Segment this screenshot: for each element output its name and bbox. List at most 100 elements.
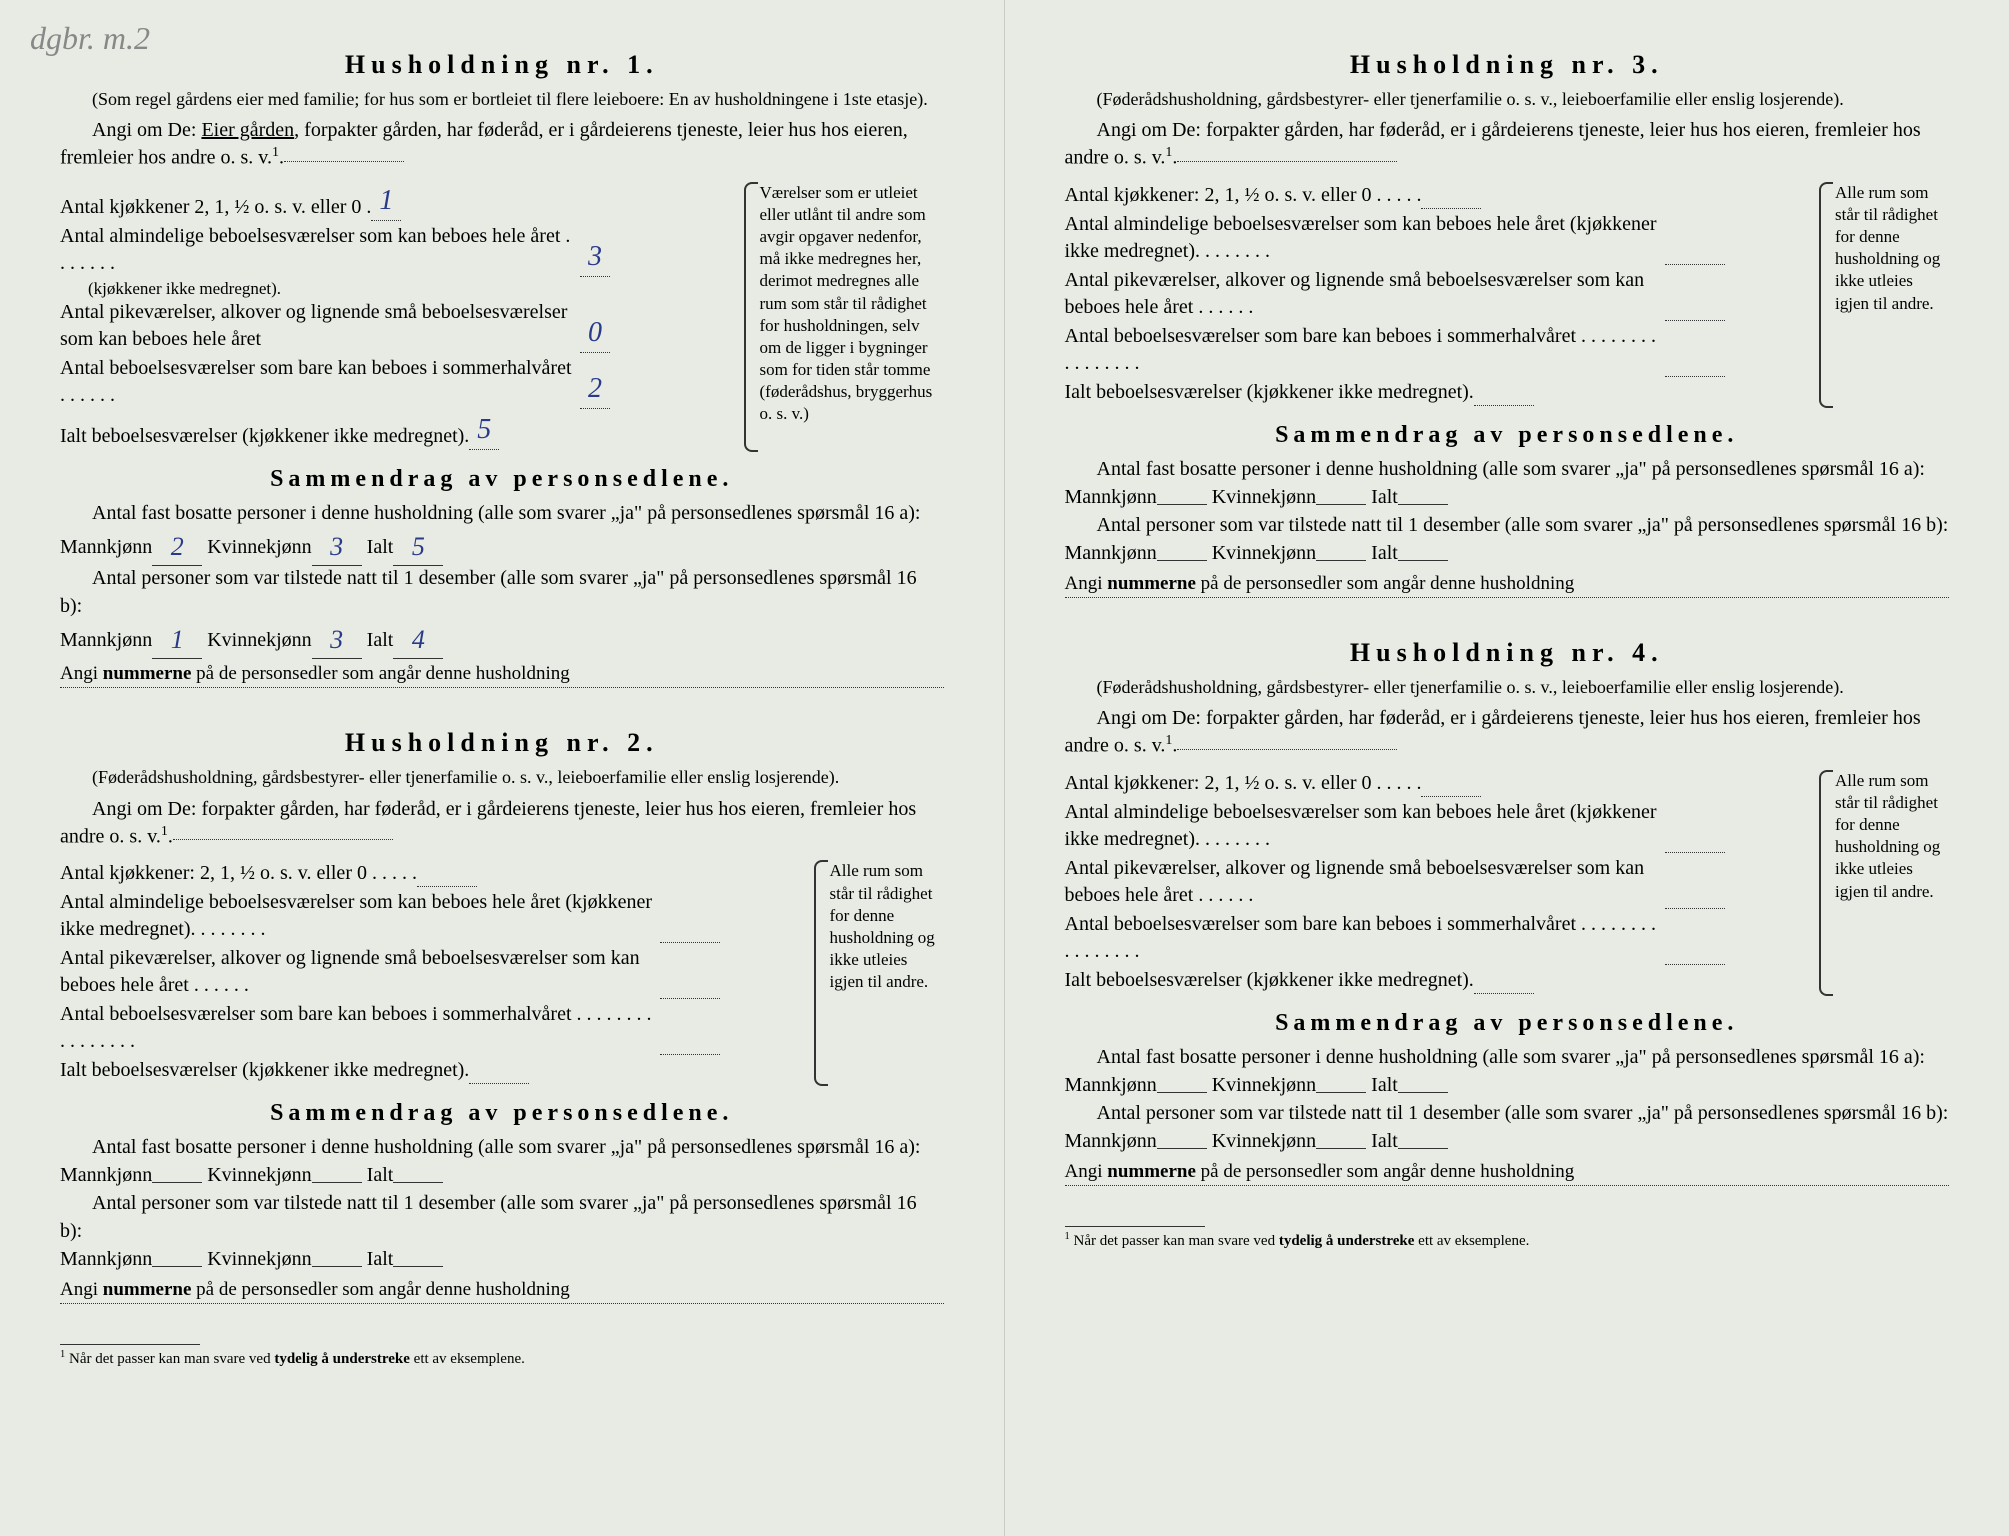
summary-16b-values: Mannkjønn Kvinnekjønn Ialt	[60, 1245, 944, 1273]
angi-underlined: Eier gården	[201, 119, 294, 141]
summary-16a-text: Antal fast bosatte personer i denne hush…	[60, 499, 944, 527]
angi-sup: 1	[161, 824, 168, 839]
side-note-text: Alle rum som står til rådighet for denne…	[1835, 771, 1940, 900]
row-value: 1	[371, 182, 401, 221]
row-label: Antal pikeværelser, alkover og lignende …	[1065, 855, 1665, 909]
k-label: Kvinnekjønn	[1212, 1074, 1316, 1096]
rows-area: Antal kjøkkener: 2, 1, ½ o. s. v. eller …	[1065, 770, 1950, 996]
nummer-rest: på de personsedler som angår denne husho…	[1196, 1161, 1574, 1182]
row-value	[469, 1083, 529, 1084]
footnote-rule	[1065, 1226, 1205, 1227]
k-label: Kvinnekjønn	[1212, 486, 1316, 508]
k-label: Kvinnekjønn	[207, 1248, 311, 1270]
summary-16b-text: Antal personer som var tilstede natt til…	[1065, 511, 1950, 539]
nummer-prefix: Angi	[1065, 1161, 1108, 1182]
m-value	[1157, 560, 1207, 561]
row-kitchen: Antal kjøkkener: 2, 1, ½ o. s. v. eller …	[60, 860, 796, 887]
k-label: Kvinnekjønn	[1212, 542, 1316, 564]
i-value: 5	[393, 529, 443, 566]
i-label: Ialt	[1371, 1074, 1398, 1096]
row-value	[1665, 376, 1725, 377]
household-title: Husholdning nr. 1.	[60, 50, 944, 80]
row-rooms-year: Antal almindelige beboelsesværelser som …	[1065, 211, 1802, 265]
angi-line: Angi om De: forpakter gården, har føderå…	[60, 796, 944, 851]
nummer-line: Angi nummerne på de personsedler som ang…	[60, 1279, 944, 1304]
row-label: Antal pikeværelser, alkover og lignende …	[1065, 267, 1665, 321]
household-title: Husholdning nr. 2.	[60, 728, 944, 758]
angi-sup: 1	[272, 145, 279, 160]
household-3: Husholdning nr. 3. (Føderådshusholdning,…	[1065, 50, 1950, 598]
i-label: Ialt	[367, 1248, 394, 1270]
household-2: Husholdning nr. 2. (Føderådshusholdning,…	[60, 728, 944, 1304]
footnote-marker: 1	[60, 1349, 65, 1360]
brace-icon	[744, 182, 758, 452]
row-label: Antal almindelige beboelsesværelser som …	[60, 223, 580, 277]
row-summer: Antal beboelsesværelser som bare kan beb…	[60, 355, 726, 409]
summary-16a-text: Antal fast bosatte personer i denne hush…	[60, 1133, 944, 1161]
summary-16b-values: Mannkjønn1 Kvinnekjønn3 Ialt4	[60, 620, 944, 657]
k-value	[1316, 560, 1366, 561]
summary-title: Sammendrag av personsedlene.	[60, 466, 944, 493]
row-value	[1474, 405, 1534, 406]
row-label: Ialt beboelsesværelser (kjøkkener ikke m…	[1065, 967, 1474, 994]
row-value	[1665, 908, 1725, 909]
row-label: Ialt beboelsesværelser (kjøkkener ikke m…	[1065, 379, 1474, 406]
row-value	[660, 998, 720, 999]
k-value	[1316, 1148, 1366, 1149]
row-sublabel: (kjøkkener ikke medregnet).	[60, 279, 726, 299]
summary-16a-text: Antal fast bosatte personer i denne hush…	[1065, 455, 1950, 483]
k-label: Kvinnekjønn	[1212, 1130, 1316, 1152]
rows-left: Antal kjøkkener: 2, 1, ½ o. s. v. eller …	[60, 860, 796, 1086]
household-subtitle: (Føderådshusholdning, gårdsbestyrer- ell…	[1065, 88, 1950, 111]
side-note-text: Værelser som er utleiet eller utlånt til…	[760, 183, 933, 423]
row-value: 0	[580, 314, 610, 353]
i-value	[1398, 1092, 1448, 1093]
k-label: Kvinnekjønn	[207, 536, 311, 558]
nummer-bold: nummerne	[103, 1279, 192, 1300]
i-label: Ialt	[367, 1164, 394, 1186]
row-kitchen: Antal kjøkkener: 2, 1, ½ o. s. v. eller …	[1065, 770, 1802, 797]
angi-line: Angi om De: forpakter gården, har føderå…	[1065, 117, 1950, 172]
m-value	[1157, 1092, 1207, 1093]
m-label: Mannkjønn	[1065, 486, 1157, 508]
rows-left: Antal kjøkkener: 2, 1, ½ o. s. v. eller …	[1065, 770, 1802, 996]
m-value: 2	[152, 529, 202, 566]
i-value	[1398, 560, 1448, 561]
footnote-pre: Når det passer kan man svare ved	[1074, 1233, 1279, 1249]
row-label: Antal beboelsesværelser som bare kan beb…	[60, 355, 580, 409]
footnote-pre: Når det passer kan man svare ved	[69, 1351, 274, 1367]
summary-title: Sammendrag av personsedlene.	[1065, 1010, 1950, 1037]
i-value	[393, 1182, 443, 1183]
row-label: Ialt beboelsesværelser (kjøkkener ikke m…	[60, 1057, 469, 1084]
summary-16a-values: Mannkjønn Kvinnekjønn Ialt	[1065, 483, 1950, 511]
m-value: 1	[152, 622, 202, 659]
m-value	[152, 1182, 202, 1183]
side-note: Værelser som er utleiet eller utlånt til…	[744, 182, 944, 452]
household-title: Husholdning nr. 3.	[1065, 50, 1950, 80]
nummer-rest: på de personsedler som angår denne husho…	[191, 663, 569, 684]
household-subtitle: (Føderådshusholdning, gårdsbestyrer- ell…	[1065, 676, 1950, 699]
row-total: Ialt beboelsesværelser (kjøkkener ikke m…	[60, 411, 726, 450]
row-pike: Antal pikeværelser, alkover og lignende …	[1065, 855, 1802, 909]
summary-16b-values: Mannkjønn Kvinnekjønn Ialt	[1065, 1127, 1950, 1155]
m-label: Mannkjønn	[60, 1248, 152, 1270]
side-note-text: Alle rum som står til rådighet for denne…	[830, 861, 935, 990]
side-note-text: Alle rum som står til rådighet for denne…	[1835, 183, 1940, 312]
row-value: 2	[580, 370, 610, 409]
row-pike: Antal pikeværelser, alkover og lignende …	[60, 945, 796, 999]
k-value	[312, 1182, 362, 1183]
m-label: Mannkjønn	[1065, 542, 1157, 564]
row-label: Antal almindelige beboelsesværelser som …	[60, 889, 660, 943]
row-value	[1665, 320, 1725, 321]
nummer-bold: nummerne	[1107, 1161, 1196, 1182]
i-label: Ialt	[1371, 486, 1398, 508]
i-label: Ialt	[1371, 1130, 1398, 1152]
household-1: Husholdning nr. 1. (Som regel gårdens ei…	[60, 50, 944, 688]
i-value	[393, 1266, 443, 1267]
angi-sup: 1	[1165, 733, 1172, 748]
brace-icon	[814, 860, 828, 1086]
footnote-post: ett av eksemplene.	[410, 1351, 525, 1367]
nummer-line: Angi nummerne på de personsedler som ang…	[1065, 573, 1950, 598]
row-label: Antal beboelsesværelser som bare kan beb…	[60, 1001, 660, 1055]
m-label: Mannkjønn	[1065, 1130, 1157, 1152]
